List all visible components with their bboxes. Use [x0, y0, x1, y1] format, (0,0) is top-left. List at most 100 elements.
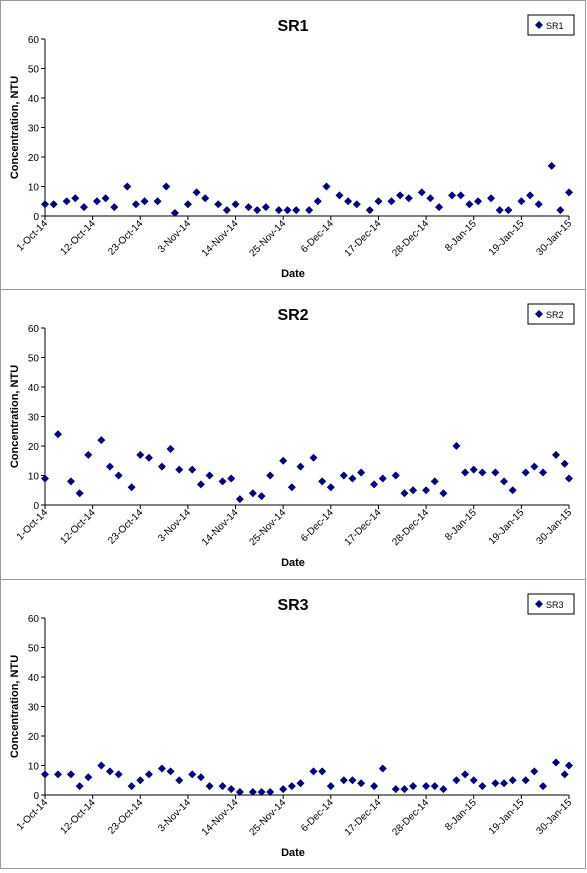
data-point — [157, 462, 166, 471]
data-point — [318, 477, 327, 486]
chart-panel-sr2: SR2 0 10 20 30 40 50 60 1-Oct-14 12-Oct-14 23-Oct-… — [0, 289, 586, 580]
data-point — [439, 489, 448, 498]
data-point — [478, 782, 487, 791]
x-axis-label: Date — [281, 847, 305, 859]
data-point — [560, 459, 569, 468]
data-point — [478, 468, 487, 477]
data-point — [534, 200, 543, 209]
y-tick-label: 60 — [28, 35, 40, 46]
data-point — [136, 776, 145, 785]
data-point — [357, 779, 366, 788]
legend: SR3 — [527, 593, 575, 615]
data-point — [144, 770, 153, 779]
data-point — [500, 477, 509, 486]
data-point — [391, 471, 400, 480]
data-point — [71, 194, 80, 203]
data-point — [374, 197, 383, 206]
x-tick-label: 12-Oct-14 — [59, 797, 99, 837]
y-tick-label: 40 — [28, 673, 40, 684]
data-point — [110, 203, 119, 212]
data-point — [166, 767, 175, 776]
x-tick-label: 28-Dec-14 — [390, 507, 431, 548]
data-point — [188, 770, 197, 779]
data-point — [422, 782, 431, 791]
data-point — [287, 782, 296, 791]
y-tick-label: 0 — [33, 791, 39, 802]
x-tick-label: 3-Nov-14 — [156, 507, 193, 544]
data-point — [409, 486, 418, 495]
data-point — [53, 430, 62, 439]
data-point — [92, 197, 101, 206]
data-point — [487, 194, 496, 203]
data-point — [205, 471, 214, 480]
y-tick-label: 10 — [28, 472, 40, 483]
y-axis-label: Concentration, NTU — [9, 365, 21, 468]
data-point — [565, 188, 573, 197]
data-point — [84, 773, 93, 782]
data-point — [162, 182, 171, 191]
data-point — [539, 782, 548, 791]
chart-title: SR3 — [277, 597, 308, 614]
data-point — [318, 767, 327, 776]
data-point — [97, 436, 106, 445]
chart-panel-sr1: SR1 0 10 20 30 40 50 60 1-Oct-14 12-Oct-14 23-Oct-… — [0, 0, 586, 290]
data-point — [469, 465, 478, 474]
data-point — [357, 468, 366, 477]
data-point — [378, 474, 387, 483]
data-point — [552, 450, 561, 459]
data-point — [248, 788, 257, 797]
data-point — [526, 191, 535, 200]
x-tick-label: 8-Jan-15 — [443, 507, 479, 543]
data-point — [261, 203, 270, 212]
chart-sr1: SR1 0 10 20 30 40 50 60 1-Oct-14 12-Oct-14 23-Oct-… — [9, 14, 575, 280]
chart-sr3: SR3 0 10 20 30 40 50 60 1-Oct-14 12-Oct-14 23-Oct-… — [9, 593, 575, 859]
data-point — [227, 785, 236, 794]
x-tick-label: 25-Nov-14 — [248, 507, 289, 548]
data-point — [244, 203, 253, 212]
data-point — [565, 474, 573, 483]
y-tick-label: 60 — [28, 614, 40, 625]
x-tick-label: 12-Oct-14 — [59, 218, 99, 258]
data-point — [448, 191, 457, 200]
y-axis-label: Concentration, NTU — [9, 76, 21, 179]
data-point — [222, 206, 231, 215]
legend-label: SR3 — [546, 600, 564, 610]
legend: SR2 — [527, 303, 575, 325]
x-tick-label: 17-Dec-14 — [343, 507, 384, 548]
data-point — [400, 489, 409, 498]
data-point — [175, 465, 184, 474]
x-tick-label: 1-Oct-14 — [15, 797, 51, 833]
data-point — [461, 770, 470, 779]
data-point — [105, 767, 114, 776]
data-point — [439, 785, 448, 794]
data-point — [205, 782, 214, 791]
data-point — [218, 782, 227, 791]
legend: SR1 — [527, 14, 575, 36]
x-tick-label: 23-Oct-14 — [106, 507, 146, 547]
data-point — [456, 191, 465, 200]
data-point — [292, 206, 301, 215]
x-tick-label: 17-Dec-14 — [343, 218, 384, 259]
data-point — [157, 764, 166, 773]
x-tick-label: 30-Jan-15 — [535, 797, 575, 837]
data-point — [127, 782, 136, 791]
data-point — [465, 200, 474, 209]
data-point — [370, 480, 379, 489]
y-tick-label: 10 — [28, 183, 40, 194]
data-point — [326, 782, 335, 791]
data-point — [452, 776, 461, 785]
x-tick-label: 30-Jan-15 — [535, 218, 575, 258]
data-point — [41, 474, 49, 483]
y-tick-label: 10 — [28, 762, 40, 773]
data-point — [188, 465, 197, 474]
data-point — [235, 495, 244, 504]
x-tick-label: 3-Nov-14 — [156, 218, 193, 255]
data-point — [175, 776, 184, 785]
data-point — [214, 200, 223, 209]
x-tick-label: 1-Oct-14 — [15, 218, 51, 254]
data-point — [192, 188, 201, 197]
data-point — [508, 776, 517, 785]
x-tick-label: 14-Nov-14 — [200, 218, 241, 259]
data-point — [495, 206, 504, 215]
data-point — [474, 197, 483, 206]
